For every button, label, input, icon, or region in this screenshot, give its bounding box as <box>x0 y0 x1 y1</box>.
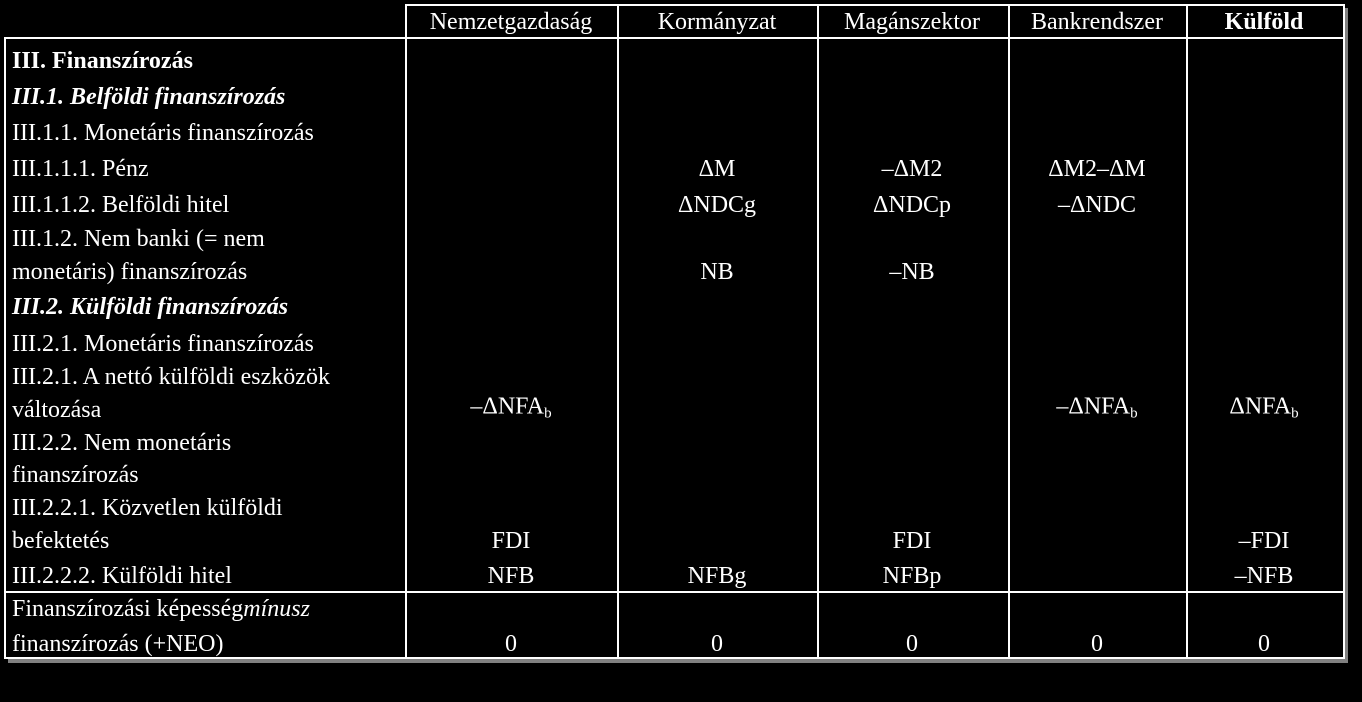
column-header: Magánszektor <box>844 9 980 35</box>
column-header: Nemzetgazdaság <box>429 9 593 35</box>
row-label: III.2.1. Monetáris finanszírozás <box>12 331 314 357</box>
cell-value: –ΔNFAb <box>470 392 551 429</box>
cell-subscript: b <box>544 405 552 422</box>
border <box>405 4 1345 6</box>
cell-value: –ΔM2 <box>881 156 943 182</box>
footer-value: 0 <box>1091 631 1103 657</box>
row-label: monetáris) finanszírozás <box>12 259 248 285</box>
cell-value: ΔM2–ΔM <box>1048 156 1146 182</box>
shadow <box>1345 8 1348 663</box>
cell-subscript: b <box>1130 405 1138 422</box>
column-border <box>1186 4 1188 659</box>
border <box>4 37 6 659</box>
shadow <box>8 659 1348 663</box>
row-label: III.2.2.1. Közvetlen külföldi <box>12 495 283 521</box>
footer-label-text: Finanszírozási képesség <box>12 596 244 622</box>
row-label: III.1. Belföldi finanszírozás <box>12 84 286 110</box>
border <box>4 37 1345 39</box>
footer-value: 0 <box>906 631 918 657</box>
footer-label: Finanszírozási képességmínusz <box>12 594 310 624</box>
cell-value: ΔNDCg <box>677 192 757 218</box>
row-label: finanszírozás <box>12 462 139 488</box>
row-label: III.1.1. Monetáris finanszírozás <box>12 120 314 146</box>
footer-value: 0 <box>1258 631 1270 657</box>
column-border <box>617 4 619 659</box>
footer-value: 0 <box>711 631 723 657</box>
row-label: változása <box>12 397 102 423</box>
column-header: Kormányzat <box>657 9 777 35</box>
cell-value: NFBp <box>882 563 942 589</box>
row-label: III.1.1.2. Belföldi hitel <box>12 192 230 218</box>
border <box>4 591 1345 593</box>
cell-value: FDI <box>491 528 531 554</box>
cell-text: –ΔNFA <box>470 393 545 420</box>
row-label: III.2.2.2. Külföldi hitel <box>12 563 232 589</box>
footer-value: 0 <box>505 631 517 657</box>
column-header: Bankrendszer <box>1031 9 1163 35</box>
column-header: Külföld <box>1224 9 1304 35</box>
cell-value: ΔNFAb <box>1229 392 1298 429</box>
column-border <box>405 4 407 659</box>
cell-text: –ΔNFA <box>1056 393 1131 420</box>
footer-label: finanszírozás (+NEO) <box>12 631 224 657</box>
cell-value: ΔM <box>698 156 736 182</box>
column-border <box>817 4 819 659</box>
cell-value: –NFB <box>1234 563 1294 589</box>
border <box>1343 4 1345 659</box>
cell-value: NFBg <box>687 563 747 589</box>
cell-value: –ΔNDC <box>1057 192 1137 218</box>
footer-label-emphasis: mínusz <box>243 596 310 622</box>
row-label: III.2.2. Nem monetáris <box>12 430 232 456</box>
border <box>4 657 1345 659</box>
cell-subscript: b <box>1291 405 1299 422</box>
cell-text: ΔNFA <box>1229 393 1292 420</box>
cell-value: ΔNDCp <box>872 192 952 218</box>
row-label: III.1.1.1. Pénz <box>12 156 149 182</box>
row-label: III.1.2. Nem banki (= nem <box>12 226 265 252</box>
cell-value: NB <box>700 259 734 285</box>
cell-value: –ΔNFAb <box>1056 392 1137 429</box>
cell-value: –NB <box>889 259 935 285</box>
row-label: III.2. Külföldi finanszírozás <box>12 294 289 320</box>
column-border <box>1008 4 1010 659</box>
cell-value: –FDI <box>1238 528 1290 554</box>
cell-value: FDI <box>892 528 932 554</box>
row-label: III. Finanszírozás <box>12 48 193 74</box>
row-label: befektetés <box>12 528 110 554</box>
cell-value: NFB <box>487 563 535 589</box>
row-label: III.2.1. A nettó külföldi eszközök <box>12 364 330 390</box>
